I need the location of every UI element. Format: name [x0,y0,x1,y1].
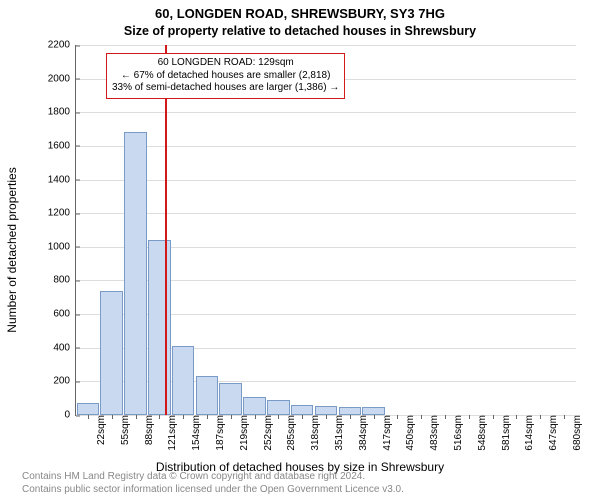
y-tick-label: 200 [53,376,76,387]
y-tick-label: 1000 [48,241,76,252]
chart-title-line1: 60, LONGDEN ROAD, SHREWSBURY, SY3 7HG [0,6,600,21]
x-tick-label: 121sqm [163,415,178,451]
x-tick-mark [350,415,351,419]
gridline [76,213,576,214]
chart-title-line2: Size of property relative to detached ho… [0,24,600,38]
x-tick-label: 450sqm [401,415,416,451]
x-tick-label: 351sqm [330,415,345,451]
gridline [76,180,576,181]
histogram-bar [315,406,338,415]
x-tick-mark [516,415,517,419]
x-tick-mark [302,415,303,419]
x-tick-label: 187sqm [211,415,226,451]
x-tick-mark [421,415,422,419]
gridline [76,112,576,113]
y-tick-label: 2200 [48,40,76,51]
x-tick-label: 22sqm [92,415,107,445]
histogram-bar [100,291,123,415]
gridline [76,146,576,147]
x-tick-label: 483sqm [425,415,440,451]
x-tick-label: 548sqm [473,415,488,451]
y-tick-label: 400 [53,342,76,353]
x-tick-mark [540,415,541,419]
x-tick-mark [445,415,446,419]
x-tick-label: 417sqm [378,415,393,451]
histogram-bar [172,346,195,415]
histogram-bar [291,405,314,415]
x-tick-mark [207,415,208,419]
y-tick-label: 1400 [48,174,76,185]
y-tick-label: 2000 [48,73,76,84]
x-tick-mark [136,415,137,419]
x-tick-mark [159,415,160,419]
x-tick-mark [183,415,184,419]
y-tick-label: 0 [64,410,76,421]
annotation-line3: 33% of semi-detached houses are larger (… [112,82,339,95]
annotation-box: 60 LONGDEN ROAD: 129sqm← 67% of detached… [106,53,345,99]
x-tick-mark [326,415,327,419]
histogram-bar [124,132,147,415]
x-tick-mark [112,415,113,419]
x-tick-label: 88sqm [140,415,155,445]
y-tick-label: 1200 [48,208,76,219]
histogram-bar [267,400,290,415]
x-tick-label: 516sqm [449,415,464,451]
x-tick-mark [469,415,470,419]
x-tick-label: 154sqm [187,415,202,451]
histogram-bar [148,240,171,415]
histogram-bar [339,407,362,415]
reference-line [165,45,167,415]
x-tick-label: 647sqm [544,415,559,451]
x-tick-mark [397,415,398,419]
x-tick-label: 614sqm [520,415,535,451]
y-tick-label: 1800 [48,107,76,118]
x-tick-mark [255,415,256,419]
x-tick-mark [231,415,232,419]
footer-attribution: Contains HM Land Registry data © Crown c… [22,471,404,496]
y-tick-label: 1600 [48,140,76,151]
x-tick-mark [564,415,565,419]
y-axis-label: Number of detached properties [5,167,19,332]
x-tick-mark [374,415,375,419]
annotation-line1: 60 LONGDEN ROAD: 129sqm [112,57,339,70]
annotation-line2: ← 67% of detached houses are smaller (2,… [112,70,339,83]
x-tick-label: 55sqm [116,415,131,445]
x-tick-label: 318sqm [306,415,321,451]
histogram-bar [196,376,219,415]
y-tick-label: 600 [53,309,76,320]
histogram-bar [77,403,100,415]
y-tick-label: 800 [53,275,76,286]
x-tick-mark [88,415,89,419]
x-tick-label: 581sqm [497,415,512,451]
footer-line1: Contains HM Land Registry data © Crown c… [22,471,365,482]
x-tick-label: 285sqm [282,415,297,451]
histogram-bar [243,397,266,416]
histogram-bar [362,407,385,415]
x-tick-label: 252sqm [259,415,274,451]
x-tick-mark [278,415,279,419]
x-tick-label: 219sqm [235,415,250,451]
histogram-bar [219,383,242,415]
x-tick-label: 680sqm [568,415,583,451]
plot-area: 0200400600800100012001400160018002000220… [75,45,576,416]
footer-line2: Contains public sector information licen… [22,484,404,495]
x-tick-label: 384sqm [354,415,369,451]
gridline [76,45,576,46]
x-tick-mark [493,415,494,419]
